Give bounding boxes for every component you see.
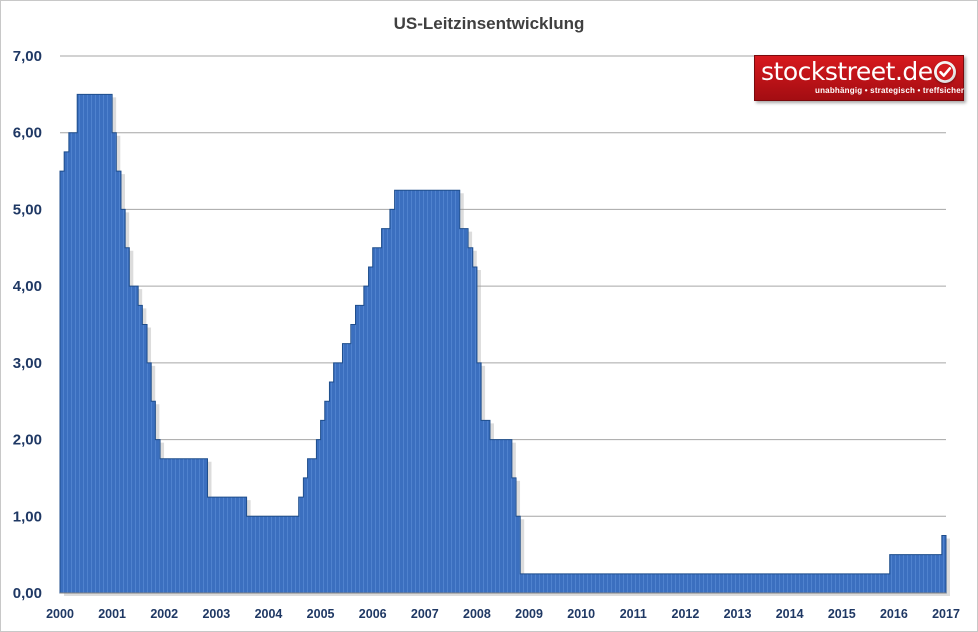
y-tick-label: 6,00 [13, 125, 42, 142]
x-tick-label: 2009 [515, 607, 543, 621]
x-tick-label: 2004 [255, 607, 283, 621]
y-tick-label: 4,00 [13, 278, 42, 295]
x-tick-label: 2013 [724, 607, 752, 621]
y-tick-label: 5,00 [13, 201, 42, 218]
logo-slogan: unabhängig • strategisch • treffsicher [815, 86, 965, 95]
y-tick-label: 2,00 [13, 432, 42, 449]
x-tick-label: 2008 [463, 607, 491, 621]
chart-title: US-Leitzinsentwicklung [393, 14, 585, 33]
x-tick-label: 2012 [672, 607, 700, 621]
x-tick-label: 2001 [98, 607, 126, 621]
x-tick-label: 2017 [932, 607, 960, 621]
series-layer [59, 93, 950, 596]
x-tick-label: 2003 [202, 607, 230, 621]
y-tick-label: 7,00 [13, 48, 42, 65]
x-tick-label: 2010 [567, 607, 595, 621]
x-tick-label: 2007 [411, 607, 439, 621]
x-tick-label: 2011 [620, 607, 647, 621]
x-tick-label: 2015 [828, 607, 856, 621]
logo-name: stockstreet.de [761, 57, 933, 86]
x-tick-label: 2014 [776, 607, 804, 621]
y-axis-tick-labels: 0,00 1,00 2,00 3,00 4,00 5,00 6,00 7,00 [13, 48, 42, 602]
x-tick-label: 2002 [150, 607, 178, 621]
x-tick-label: 2005 [307, 607, 335, 621]
stockstreet-logo: stockstreet.de unabhängig • strategisch … [754, 55, 964, 101]
y-tick-label: 3,00 [13, 355, 42, 372]
x-tick-label: 2016 [880, 607, 908, 621]
check-icon [934, 61, 956, 83]
x-tick-label: 2000 [46, 607, 74, 621]
series-area [59, 93, 947, 594]
x-axis-tick-labels: 2000 2001 2002 2003 2004 2005 2006 2007 2008 2009… [46, 607, 960, 621]
x-tick-label: 2006 [359, 607, 387, 621]
y-tick-label: 0,00 [13, 585, 42, 602]
y-tick-label: 1,00 [13, 508, 42, 525]
